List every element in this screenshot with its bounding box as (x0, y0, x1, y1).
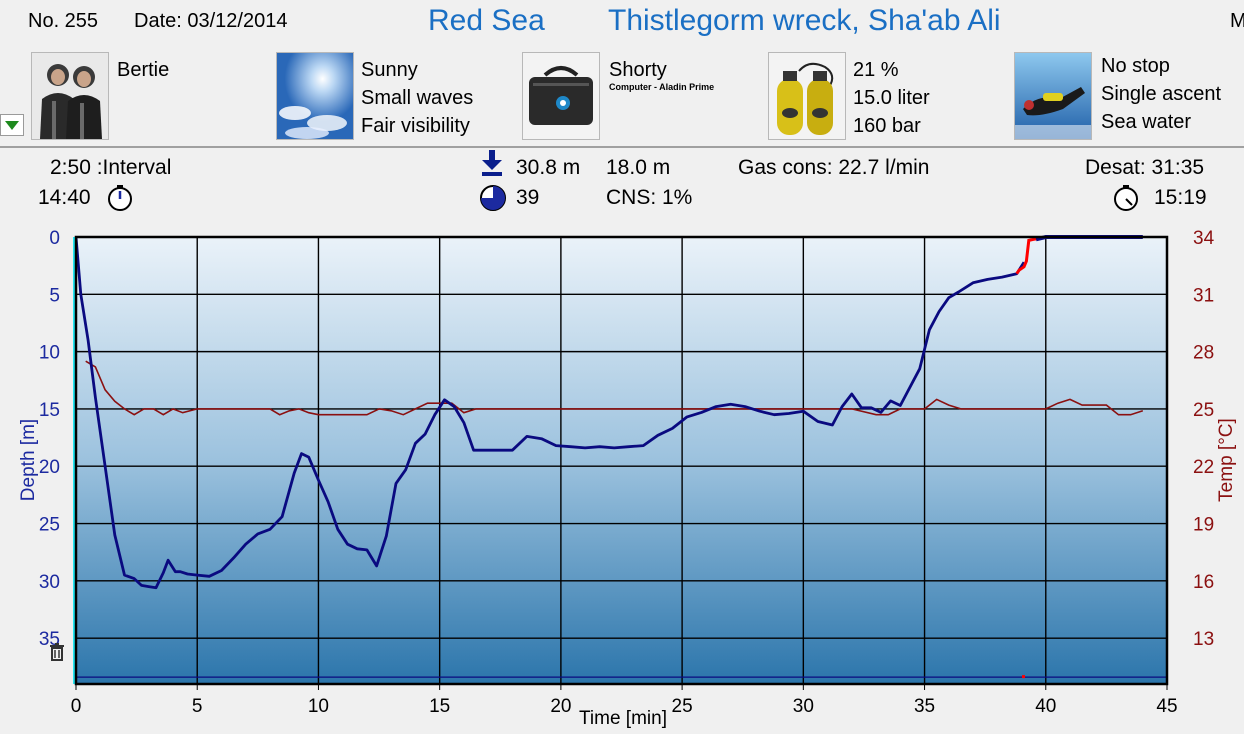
cut-off-text: M (1230, 10, 1244, 32)
surface-interval: 2:50 :Interval (50, 156, 172, 179)
start-time: 14:40 (38, 186, 91, 209)
dropdown-button[interactable] (0, 114, 24, 136)
deco-text: No stop (1101, 55, 1170, 77)
header-separator (0, 146, 1244, 148)
x-tick-label: 25 (672, 696, 693, 717)
max-depth: 30.8 m (516, 156, 581, 179)
gas-consumption: Gas cons: 22.7 l/min (738, 156, 930, 179)
suit-text: Shorty (609, 59, 667, 81)
tank-volume: 15.0 liter (853, 87, 930, 109)
divers-photo-icon[interactable] (31, 52, 109, 140)
x-tick-label: 45 (1156, 696, 1177, 717)
ascent-text: Single ascent (1101, 83, 1222, 105)
dive-bag-icon[interactable] (522, 52, 600, 140)
tank-pressure: 160 bar (853, 115, 921, 137)
temp-tick-label: 31 (1193, 285, 1214, 306)
x-tick-label: 15 (429, 696, 450, 717)
x-tick-label: 40 (1035, 696, 1056, 717)
temp-tick-label: 13 (1193, 629, 1214, 650)
x-tick-label: 20 (550, 696, 571, 717)
temp-tick-label: 22 (1193, 457, 1214, 478)
temp-tick-label: 28 (1193, 343, 1214, 364)
water-text: Sea water (1101, 111, 1192, 133)
depth-tick-label: 30 (39, 572, 60, 593)
temp-tick-label: 19 (1193, 515, 1214, 536)
diver-underwater-icon[interactable] (1014, 52, 1092, 140)
depth-tick-label: 25 (39, 515, 60, 536)
sky-weather-icon[interactable] (276, 52, 354, 140)
dive-time: 39 (516, 186, 540, 209)
temp-tick-label: 16 (1193, 572, 1214, 593)
depth-axis-title: Depth [m] (18, 419, 39, 501)
x-tick-label: 5 (192, 696, 203, 717)
clock-end-icon (1114, 185, 1138, 211)
buddy-name: Bertie (117, 59, 170, 81)
depth-tick-label: 15 (39, 400, 60, 421)
depth-tick-label: 0 (49, 228, 60, 249)
dive-site: Thistlegorm wreck, Sha'ab Ali (608, 4, 1001, 37)
temp-tick-label: 34 (1193, 228, 1215, 249)
weather-text: Sunny (361, 59, 418, 81)
desat-time: Desat: 31:35 (1085, 156, 1205, 179)
oxygen-percent: 21 % (853, 59, 899, 81)
x-tick-label: 30 (793, 696, 814, 717)
depth-tick-label: 35 (39, 629, 60, 650)
x-tick-label: 35 (914, 696, 935, 717)
dive-profile-chart[interactable]: 0 5 10 15 20 25 30 35 40 45 0 5 10 15 20 25 30 35 34 31 28 25… (0, 224, 1244, 734)
depth-tick-label: 5 (49, 285, 60, 306)
yellow-tanks-icon[interactable] (768, 52, 846, 140)
clock-start-icon (108, 185, 132, 211)
chevron-down-icon (5, 121, 19, 130)
computer-text: Computer - Aladin Prime (609, 82, 715, 92)
temp-tick-label: 25 (1193, 400, 1214, 421)
dive-date: Date: 03/12/2014 (134, 10, 288, 32)
dive-location: Red Sea (428, 4, 545, 37)
temperature-line (85, 360, 1144, 416)
cns-value: CNS: 1% (606, 186, 693, 209)
avg-depth: 18.0 m (606, 156, 671, 179)
max-depth-arrow-icon (482, 150, 502, 176)
x-tick-label: 10 (308, 696, 329, 717)
visibility-text: Fair visibility (361, 115, 470, 137)
plot-background (76, 237, 1167, 684)
x-tick-label: 0 (71, 696, 82, 717)
end-time: 15:19 (1154, 186, 1207, 209)
trash-icon[interactable] (50, 643, 64, 661)
temp-axis-title: Temp [°C] (1216, 418, 1237, 502)
depth-tick-label: 10 (39, 343, 60, 364)
dive-number: No. 255 (28, 10, 99, 32)
surface-text: Small waves (361, 87, 474, 109)
dive-time-clock-icon (480, 185, 506, 211)
x-axis-title: Time [min] (579, 708, 667, 729)
depth-line (74, 236, 1026, 590)
depth-tick-label: 20 (39, 457, 60, 478)
plot-frame (74, 235, 1169, 686)
deco-marker (1022, 675, 1025, 679)
